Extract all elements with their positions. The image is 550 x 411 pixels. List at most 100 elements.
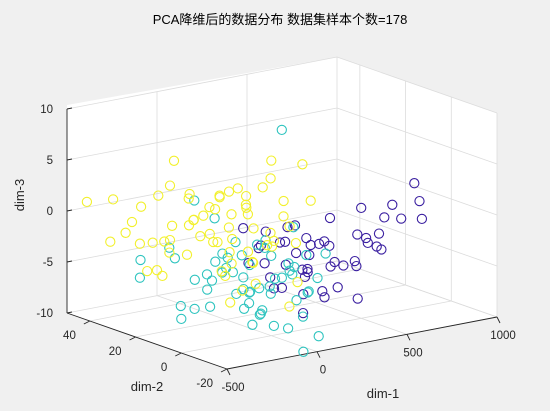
data-point-class1 xyxy=(387,199,398,210)
data-point-class1 xyxy=(290,247,302,259)
z-tick-mark xyxy=(66,311,73,314)
z-tick-mark xyxy=(66,209,73,212)
data-point-class1 xyxy=(332,282,343,293)
data-point-class3 xyxy=(226,209,237,220)
data-point-class1 xyxy=(317,286,328,297)
data-point-class3 xyxy=(292,276,303,288)
data-point-class2 xyxy=(302,287,313,298)
z-tick-mark xyxy=(66,107,73,110)
data-point-class3 xyxy=(164,247,175,258)
data-point-class1 xyxy=(352,229,363,240)
z-tick-label: 5 xyxy=(47,155,53,167)
data-point-class2 xyxy=(259,242,270,254)
grid-line-z xyxy=(336,260,498,318)
data-point-class3 xyxy=(188,214,199,225)
data-point-class1 xyxy=(302,266,313,278)
data-point-class3 xyxy=(81,196,93,208)
data-point-class2 xyxy=(238,283,249,295)
data-point-class1 xyxy=(371,241,382,252)
data-point-class2 xyxy=(283,258,294,269)
grid-line-x xyxy=(156,295,318,353)
z-tick-label: -10 xyxy=(36,308,53,320)
data-point-class2 xyxy=(169,253,181,264)
data-point-class2 xyxy=(287,269,298,280)
data-point-class1 xyxy=(297,307,309,319)
x-axis-line xyxy=(226,316,498,370)
data-point-class1 xyxy=(351,260,362,272)
data-point-class3 xyxy=(195,231,206,242)
grid-line-y xyxy=(89,268,360,322)
x-tick-mark xyxy=(496,316,501,324)
data-point-class3 xyxy=(151,265,163,276)
data-point-class1 xyxy=(356,202,367,214)
y-tick-label: -20 xyxy=(196,378,213,390)
data-point-class2 xyxy=(303,286,314,297)
data-point-class2 xyxy=(204,301,216,312)
y-axis-label: dim-2 xyxy=(131,379,164,394)
data-point-class1 xyxy=(360,232,372,244)
data-point-class1 xyxy=(352,293,363,304)
data-point-class3 xyxy=(157,270,168,282)
data-point-class1 xyxy=(289,220,301,231)
x-tick-label: 1000 xyxy=(490,330,516,342)
data-point-class2 xyxy=(257,305,268,316)
data-point-class2 xyxy=(312,272,323,284)
data-point-class3 xyxy=(250,278,261,289)
grid-line-y xyxy=(135,284,406,338)
data-point-class2 xyxy=(210,256,221,267)
data-point-class2 xyxy=(238,303,250,314)
data-point-class2 xyxy=(189,274,200,285)
data-point-class1 xyxy=(304,249,315,261)
data-point-class2 xyxy=(244,287,255,298)
data-point-class3 xyxy=(284,301,295,312)
data-point-class3 xyxy=(153,190,164,201)
data-point-class3 xyxy=(107,194,119,205)
data-point-class2 xyxy=(298,346,309,357)
data-point-class3 xyxy=(227,233,238,245)
data-point-class3 xyxy=(237,285,248,296)
data-point-class3 xyxy=(268,235,280,247)
data-point-class1 xyxy=(379,212,390,223)
data-point-class3 xyxy=(226,258,237,269)
grid-line-z xyxy=(66,56,338,110)
data-point-class2 xyxy=(202,284,213,295)
data-point-class3 xyxy=(181,249,193,260)
y-tick-mark xyxy=(129,336,136,341)
data-point-class1 xyxy=(338,260,349,271)
data-point-class3 xyxy=(135,201,147,212)
data-point-class1 xyxy=(409,178,420,189)
data-point-class3 xyxy=(164,180,176,191)
x-tick-mark xyxy=(406,334,411,341)
data-point-class1 xyxy=(259,258,270,269)
data-point-class3 xyxy=(223,186,235,197)
data-point-class2 xyxy=(201,269,213,280)
data-point-class1 xyxy=(325,261,336,272)
data-point-class1 xyxy=(243,257,254,269)
x-axis-label: dim-1 xyxy=(367,386,400,401)
data-point-class2 xyxy=(269,273,281,284)
data-point-class2 xyxy=(282,323,294,334)
data-point-class3 xyxy=(242,246,254,257)
data-point-class2 xyxy=(231,288,242,300)
data-point-class1 xyxy=(299,271,311,283)
data-point-class2 xyxy=(265,288,276,299)
data-point-class3 xyxy=(166,220,178,231)
axes-back-panes xyxy=(67,57,497,369)
data-point-class3 xyxy=(223,222,235,233)
data-point-class2 xyxy=(313,331,324,342)
data-point-class1 xyxy=(302,263,313,275)
data-point-class1 xyxy=(279,236,291,247)
data-point-class2 xyxy=(135,254,146,266)
y-tick-mark xyxy=(220,368,228,373)
grid-line-z xyxy=(66,158,338,212)
data-point-class1 xyxy=(362,237,373,249)
data-point-class1 xyxy=(414,195,425,207)
data-point-class3 xyxy=(242,209,254,220)
data-point-class3 xyxy=(248,223,259,234)
data-point-class3 xyxy=(224,247,235,258)
data-point-class3 xyxy=(198,210,209,221)
data-point-class3 xyxy=(266,241,278,252)
data-point-class2 xyxy=(276,272,288,283)
data-point-class2 xyxy=(217,248,228,259)
data-point-class3 xyxy=(126,216,138,228)
